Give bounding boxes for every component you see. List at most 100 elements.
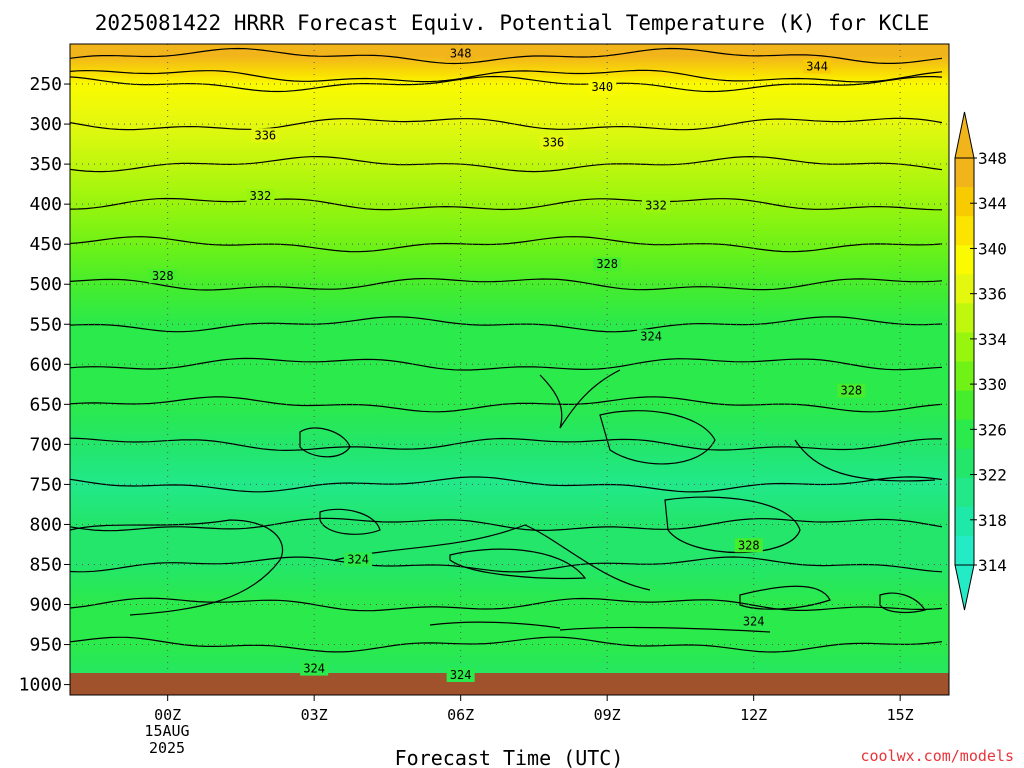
contour-label: 324 <box>303 662 325 676</box>
chart-title: 2025081422 HRRR Forecast Equiv. Potentia… <box>95 11 929 35</box>
contour-line <box>70 316 943 333</box>
contour-line <box>70 69 943 83</box>
contour-label-bg <box>148 269 177 284</box>
y-tick-label: 950 <box>29 635 62 656</box>
y-tick-label: 900 <box>29 595 62 616</box>
colorbar-segment <box>955 506 974 537</box>
contour-label: 332 <box>250 189 272 203</box>
x-tick-label: 03Z <box>301 706 328 724</box>
contour-label-bg <box>246 189 275 204</box>
contour-label: 336 <box>254 128 276 142</box>
x-date-year: 2025 <box>149 739 185 757</box>
contour-label-bg <box>837 383 866 398</box>
colorbar-segment <box>955 245 974 275</box>
colorbar-label: 314 <box>978 556 1007 575</box>
feature-contour <box>70 519 284 616</box>
colorbar-label: 330 <box>978 375 1007 394</box>
y-tick-label: 550 <box>29 314 62 335</box>
colorbar-frame <box>954 157 975 566</box>
contour-labels: 348 344 340 336 336 332 332 328 328 324 328 324 328 3… <box>148 46 866 682</box>
x-tick-label: 15Z <box>887 706 914 724</box>
contour-label: 336 <box>543 135 565 149</box>
contour-line <box>70 437 942 452</box>
colorbar: 348 344 340 336 334 330 326 322 318 314 <box>954 111 1007 611</box>
contour-label-bg <box>637 329 666 344</box>
feature-contour <box>794 439 936 482</box>
contour-line <box>70 47 943 65</box>
grid-lines <box>70 44 949 695</box>
colorbar-segment <box>955 332 974 362</box>
contour-label-bg <box>344 552 373 567</box>
contour-label: 324 <box>347 553 369 567</box>
y-tick-label: 1000 <box>19 675 62 696</box>
y-tick-label: 350 <box>29 154 62 175</box>
feature-contour <box>334 524 651 591</box>
contour-label-bg <box>539 135 568 150</box>
plot-frame <box>69 43 950 696</box>
colorbar-segment <box>955 448 974 479</box>
x-axis: 00Z 03Z 06Z 09Z 12Z 15Z <box>154 695 914 724</box>
y-tick-label: 450 <box>29 234 62 255</box>
contour-line <box>70 197 943 211</box>
contour-label: 328 <box>152 269 174 283</box>
contour-label-bg <box>251 128 280 143</box>
colorbar-extend-top <box>954 111 975 159</box>
contour-label-bg <box>642 198 670 213</box>
contour-label: 324 <box>640 329 662 343</box>
colorbar-segment <box>955 419 974 450</box>
x-tick-label: 09Z <box>594 706 621 724</box>
feature-contour <box>449 548 587 580</box>
ground-fill <box>70 673 949 695</box>
feature-contour <box>319 508 381 535</box>
contour-label-bg <box>739 614 768 629</box>
y-tick-label: 750 <box>29 474 62 495</box>
contour-label: 348 <box>450 47 472 61</box>
colorbar-label: 336 <box>978 285 1007 304</box>
feature-contour <box>664 496 801 553</box>
feature-contour <box>879 592 926 614</box>
colorbar-segment <box>955 216 974 246</box>
y-tick-label: 300 <box>29 114 62 135</box>
contour-label: 328 <box>596 257 618 271</box>
contour-line <box>70 236 943 253</box>
colorbar-label: 326 <box>978 420 1007 439</box>
colorbar-label: 344 <box>978 194 1007 213</box>
y-tick-label: 250 <box>29 74 62 95</box>
contour-line <box>70 117 943 131</box>
x-axis-title: Forecast Time (UTC) <box>395 746 624 768</box>
feature-contour <box>559 626 771 633</box>
contour-line <box>70 357 943 371</box>
feature-contour <box>739 585 831 610</box>
contour-label-bg <box>593 257 622 272</box>
colorbar-label: 322 <box>978 466 1007 485</box>
y-tick-label: 600 <box>29 354 62 375</box>
y-tick-label: 800 <box>29 514 62 535</box>
contour-line <box>70 597 943 612</box>
feature-contour <box>539 369 621 429</box>
contour-label-bg <box>734 538 763 553</box>
credit-text: coolwx.com/models <box>860 747 1014 765</box>
contour-label: 332 <box>645 199 667 213</box>
y-tick-label: 500 <box>29 274 62 295</box>
contour-label: 344 <box>806 59 828 73</box>
colorbar-extend-bottom <box>954 564 975 611</box>
colorbar-segment <box>955 158 974 188</box>
contour-line <box>70 636 943 653</box>
y-axis: 250 300 350 400 450 500 550 600 650 700 750 800 850 9… <box>19 74 70 696</box>
colorbar-segment <box>955 303 974 333</box>
contour-line <box>70 155 943 173</box>
x-date-day: 15AUG <box>144 722 189 740</box>
contour-line <box>70 277 943 291</box>
colorbar-segment <box>955 477 974 508</box>
texture-lines <box>70 369 936 633</box>
y-tick-label: 400 <box>29 194 62 215</box>
contour-label: 340 <box>591 80 613 94</box>
contour-line <box>70 476 943 493</box>
contour-line <box>70 517 943 532</box>
colorbar-segment <box>955 390 974 421</box>
contour-label-bg <box>588 80 617 95</box>
contour-label: 328 <box>840 384 862 398</box>
contour-label: 324 <box>743 614 765 628</box>
contour-label-bg <box>446 667 475 682</box>
colorbar-segment <box>955 361 974 392</box>
